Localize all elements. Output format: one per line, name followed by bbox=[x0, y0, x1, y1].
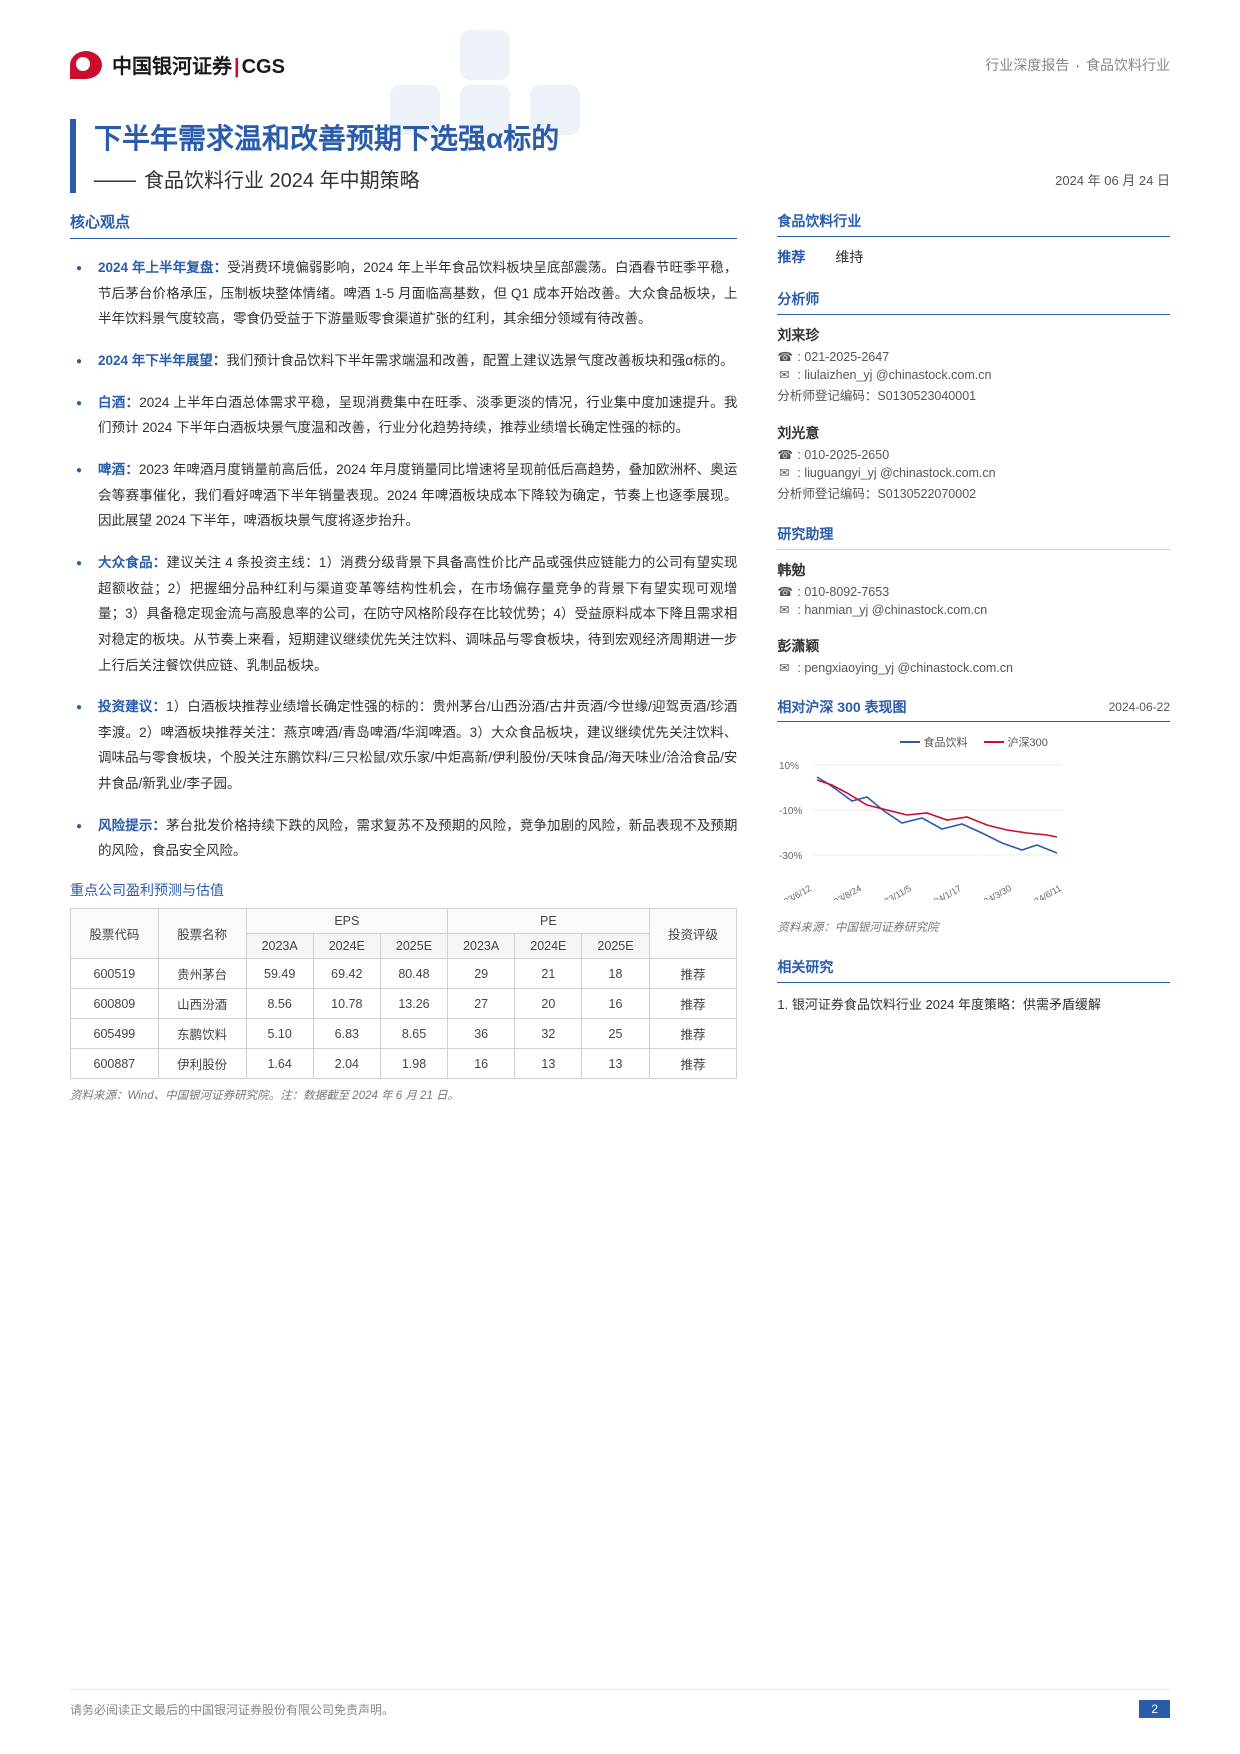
analyst-name: 刘来珍 bbox=[777, 325, 1170, 345]
bullet-item: 风险提示：茅台批发价格持续下跌的风险，需求复苏不及预期的风险，竞争加剧的风险，新… bbox=[70, 813, 737, 864]
chart-svg: 10% -10% -30% 23/6/12 23/8/24 23/11/5 24/1/17 2… bbox=[777, 750, 1067, 900]
svg-text:23/11/5: 23/11/5 bbox=[883, 883, 913, 900]
svg-text:24/1/17: 24/1/17 bbox=[932, 883, 963, 900]
analyst-email: ✉: pengxiaoying_yj @chinastock.com.cn bbox=[777, 660, 1170, 675]
footer: 请务必阅读正文最后的中国银河证券股份有限公司免责声明。 2 bbox=[70, 1689, 1170, 1718]
svg-text:23/8/24: 23/8/24 bbox=[832, 883, 863, 900]
bullet-item: 2024 年下半年展望：我们预计食品饮料下半年需求端温和改善，配置上建议选景气度… bbox=[70, 348, 737, 374]
col-rating: 投资评级 bbox=[649, 909, 737, 959]
phone-icon: ☎ bbox=[777, 584, 791, 599]
bullet-item: 白酒：2024 上半年白酒总体需求平稳，呈现消费集中在旺季、淡季更淡的情况，行业… bbox=[70, 390, 737, 441]
logo-text: 中国银河证券|CGS bbox=[112, 50, 285, 79]
chart-title: 相对沪深 300 表现图 bbox=[777, 697, 906, 717]
phone-icon: ☎ bbox=[777, 447, 791, 462]
related-item: 1. 银河证券食品饮料行业 2024 年度策略：供需矛盾缓解 bbox=[777, 993, 1170, 1016]
header: 中国银河证券|CGS 行业深度报告·食品饮料行业 bbox=[70, 50, 1170, 79]
svg-text:24/3/30: 24/3/30 bbox=[982, 883, 1013, 900]
table-title: 重点公司盈利预测与估值 bbox=[70, 880, 737, 900]
side-industry: 食品饮料行业 bbox=[777, 211, 1170, 237]
page-number: 2 bbox=[1139, 1700, 1170, 1718]
rating-row: 推荐维持 bbox=[777, 247, 1170, 267]
mail-icon: ✉ bbox=[777, 367, 791, 382]
mail-icon: ✉ bbox=[777, 465, 791, 480]
watermark bbox=[390, 30, 590, 140]
mail-icon: ✉ bbox=[777, 602, 791, 617]
assistant-heading: 研究助理 bbox=[777, 524, 1170, 550]
analyst-name: 刘光意 bbox=[777, 423, 1170, 443]
analyst-email: ✉: liulaizhen_yj @chinastock.com.cn bbox=[777, 367, 1170, 382]
col-name: 股票名称 bbox=[158, 909, 246, 959]
analyst-code: 分析师登记编码：S0130523040001 bbox=[777, 385, 1170, 404]
analyst-name: 韩勉 bbox=[777, 560, 1170, 580]
report-date: 2024 年 06 月 24 日 bbox=[1055, 170, 1170, 193]
chart-note: 资料来源：中国银河证券研究院 bbox=[777, 919, 1170, 935]
svg-text:-30%: -30% bbox=[779, 851, 802, 862]
table-row: 605499东鹏饮料5.106.838.65363225推荐 bbox=[71, 1019, 737, 1049]
disclaimer: 请务必阅读正文最后的中国银河证券股份有限公司免责声明。 bbox=[70, 1701, 394, 1718]
bullet-item: 2024 年上半年复盘：受消费环境偏弱影响，2024 年上半年食品饮料板块呈底部… bbox=[70, 255, 737, 332]
core-views-heading: 核心观点 bbox=[70, 211, 737, 239]
table-row: 600809山西汾酒8.5610.7813.26272016推荐 bbox=[71, 989, 737, 1019]
svg-text:24/6/11: 24/6/11 bbox=[1033, 883, 1063, 900]
analyst-email: ✉: hanmian_yj @chinastock.com.cn bbox=[777, 602, 1170, 617]
svg-text:23/6/12: 23/6/12 bbox=[782, 883, 813, 900]
analyst-code: 分析师登记编码：S0130522070002 bbox=[777, 483, 1170, 502]
chart-date: 2024-06-22 bbox=[1109, 700, 1170, 714]
col-code: 股票代码 bbox=[71, 909, 159, 959]
phone-icon: ☎ bbox=[777, 349, 791, 364]
analyst-heading: 分析师 bbox=[777, 289, 1170, 315]
svg-text:10%: 10% bbox=[779, 761, 799, 772]
bullet-item: 投资建议：1）白酒板块推荐业绩增长确定性强的标的：贵州茅台/山西汾酒/古井贡酒/… bbox=[70, 694, 737, 797]
table-row: 600887伊利股份1.642.041.98161313推荐 bbox=[71, 1049, 737, 1079]
analyst-phone: ☎: 010-2025-2650 bbox=[777, 447, 1170, 462]
analyst-phone: ☎: 010-8092-7653 bbox=[777, 584, 1170, 599]
analyst-email: ✉: liuguangyi_yj @chinastock.com.cn bbox=[777, 465, 1170, 480]
valuation-table: 股票代码 股票名称 EPS PE 投资评级 2023A2024E2025E202… bbox=[70, 908, 737, 1079]
col-eps: EPS bbox=[246, 909, 448, 934]
logo: 中国银河证券|CGS bbox=[70, 50, 285, 79]
title-sub: ——食品饮料行业 2024 年中期策略 bbox=[94, 164, 559, 193]
mail-icon: ✉ bbox=[777, 660, 791, 675]
analyst-name: 彭潇颖 bbox=[777, 636, 1170, 656]
core-views-list: 2024 年上半年复盘：受消费环境偏弱影响，2024 年上半年食品饮料板块呈底部… bbox=[70, 255, 737, 864]
bullet-item: 啤酒：2023 年啤酒月度销量前高后低，2024 年月度销量同比增速将呈现前低后… bbox=[70, 457, 737, 534]
col-pe: PE bbox=[448, 909, 650, 934]
svg-text:-10%: -10% bbox=[779, 806, 802, 817]
table-note: 资料来源：Wind、中国银河证券研究院。注：数据截至 2024 年 6 月 21… bbox=[70, 1087, 737, 1103]
table-row: 600519贵州茅台59.4969.4280.48292118推荐 bbox=[71, 959, 737, 989]
logo-icon bbox=[70, 51, 102, 79]
bullet-item: 大众食品：建议关注 4 条投资主线：1）消费分级背景下具备高性价比产品或强供应链… bbox=[70, 550, 737, 678]
performance-chart: 食品饮料 沪深300 10%-10%-30%23/6/1223/8/2423/1… bbox=[777, 730, 1170, 911]
related-heading: 相关研究 bbox=[777, 957, 1170, 983]
header-category: 行业深度报告·食品饮料行业 bbox=[985, 55, 1170, 75]
analyst-phone: ☎: 021-2025-2647 bbox=[777, 349, 1170, 364]
